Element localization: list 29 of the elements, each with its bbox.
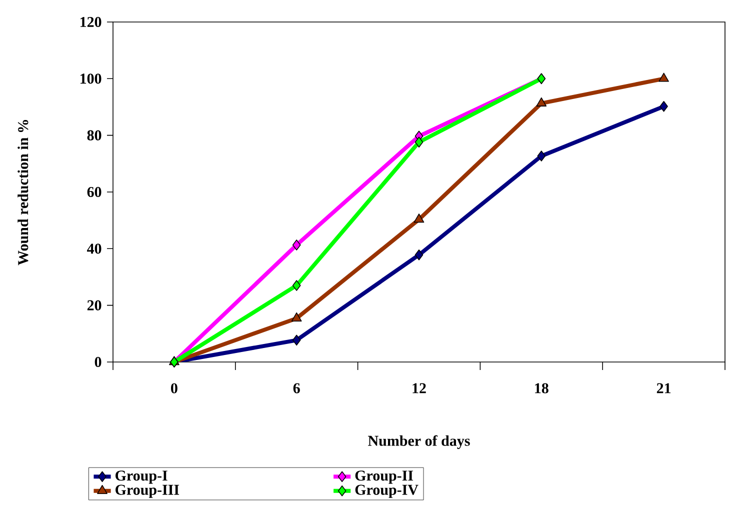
y-tick-label: 0 <box>94 356 102 368</box>
point <box>537 150 546 162</box>
point <box>414 249 424 260</box>
point <box>291 312 302 322</box>
point <box>292 334 301 346</box>
x-tick-label: 6 <box>293 383 300 394</box>
x-tick-label: 18 <box>535 383 548 394</box>
legend-label: Group-I <box>116 470 168 484</box>
point <box>414 214 424 223</box>
x-axis-title: Number of days <box>368 435 470 449</box>
y-tick-label: 40 <box>87 244 102 254</box>
legend-label: Group-II <box>355 470 414 484</box>
y-tick-label: 60 <box>87 186 102 198</box>
y-tick-label: 80 <box>87 130 102 140</box>
y-tick-label: 20 <box>87 300 102 310</box>
x-tick-label: 12 <box>412 383 426 394</box>
point <box>658 72 669 82</box>
x-tick-label: 0 <box>171 383 178 394</box>
y-axis-title: Wound reduction in % <box>18 120 28 266</box>
point <box>292 240 301 250</box>
legend-label: Group-IV <box>355 484 418 498</box>
point <box>414 136 424 148</box>
y-tick-label: 100 <box>80 74 102 84</box>
legend-label: Group-III <box>116 484 180 498</box>
point <box>536 97 547 106</box>
point <box>660 101 668 112</box>
x-tick-label: 21 <box>656 383 671 394</box>
point <box>292 280 301 291</box>
y-tick-label: 120 <box>80 16 102 28</box>
